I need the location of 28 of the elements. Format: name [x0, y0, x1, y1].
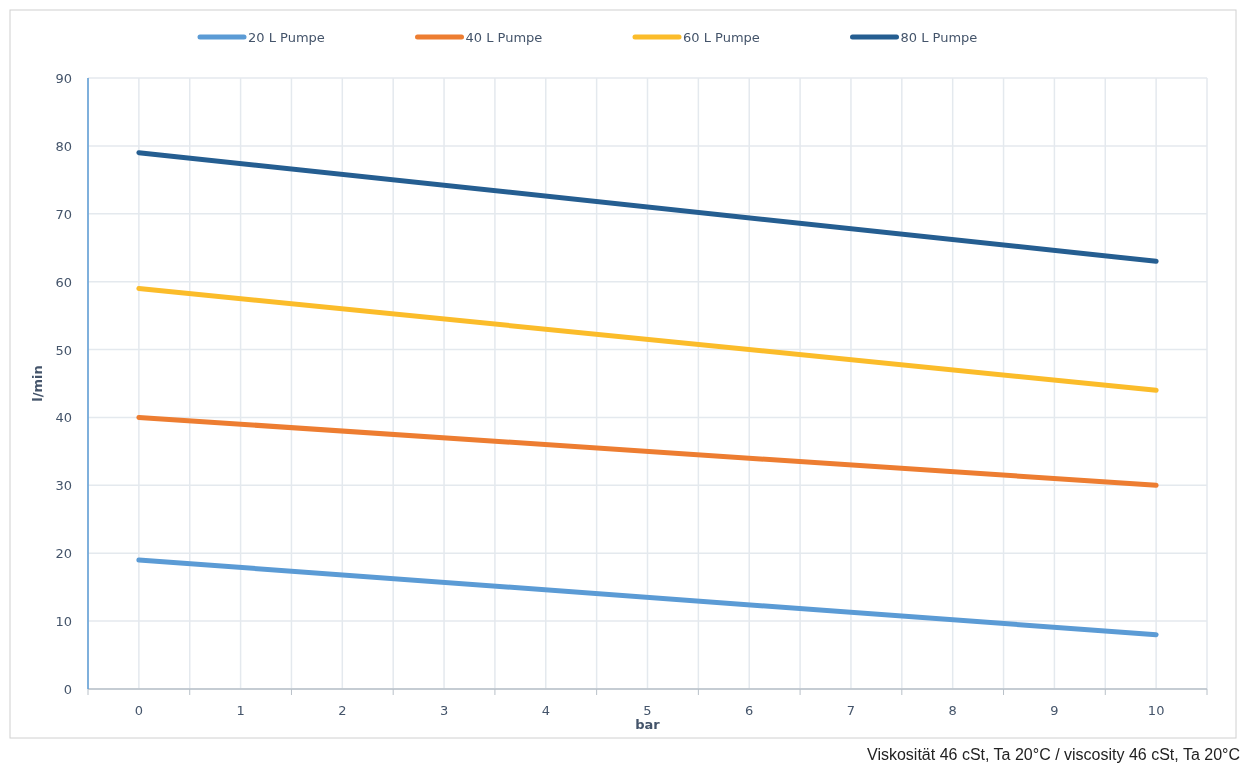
y-tick-label: 50	[55, 342, 72, 358]
x-tick-label: 3	[439, 703, 449, 718]
legend-label: 80 L Pumpe	[900, 30, 978, 45]
y-tick-label: 30	[55, 478, 72, 494]
x-tick-label: 10	[1147, 703, 1165, 718]
y-tick-label: 40	[55, 410, 72, 426]
y-tick-label: 10	[55, 614, 72, 630]
y-tick-label: 0	[63, 682, 72, 697]
y-tick-label: 20	[55, 546, 72, 562]
x-tick-label: 6	[745, 703, 754, 718]
legend-label: 60 L Pumpe	[683, 30, 760, 45]
y-tick-label: 60	[55, 274, 72, 290]
x-tick-label: 1	[236, 703, 245, 718]
x-tick-label: 2	[338, 703, 347, 718]
x-tick-label: 4	[541, 703, 550, 718]
y-tick-label: 90	[55, 71, 72, 86]
y-axis-title: l/min	[30, 365, 45, 402]
x-tick-label: 9	[1050, 703, 1059, 718]
x-tick-label: 7	[846, 703, 856, 718]
legend-label: 40 L Pumpe	[465, 30, 543, 45]
legend-label: 20 L Pumpe	[248, 30, 325, 45]
text: Viskosität 46 cSt, Ta 20°C / viscosity 46 cSt, Ta 20°C	[867, 746, 1240, 763]
y-tick-label: 80	[55, 138, 72, 154]
x-axis-title: bar	[635, 717, 661, 732]
x-tick-label: 5	[643, 703, 652, 718]
x-tick-label: 8	[948, 703, 957, 718]
x-tick-label: 0	[134, 703, 143, 718]
y-tick-label: 70	[55, 206, 72, 222]
